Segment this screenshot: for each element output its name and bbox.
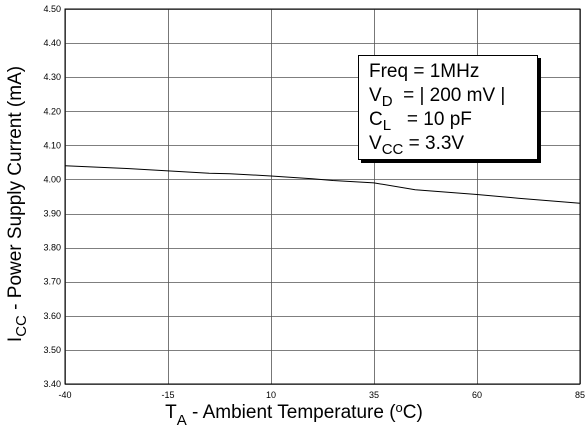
legend-cl-main: C	[369, 109, 383, 130]
y-tick-label-1: 3.50	[43, 345, 61, 355]
legend-vd-main: V	[369, 85, 382, 106]
legend-freq-text: Freq = 1MHz	[369, 61, 480, 82]
y-tick-label-11: 4.50	[43, 4, 61, 14]
legend-vd-rest: = | 200 mV |	[392, 85, 506, 106]
legend-line-freq: Freq = 1MHz	[369, 60, 537, 84]
legend-line-vcc: VCC = 3.3V	[369, 132, 537, 158]
x-tick-labels: -40 -15 10 35 60 85	[58, 390, 585, 400]
plot-frame	[64, 8, 581, 385]
y-axis-label-main: I	[5, 336, 26, 343]
legend-vcc-rest: = 3.3V	[403, 133, 465, 154]
x-axis-label-sub: A	[176, 412, 187, 429]
y-tick-label-10: 4.40	[43, 38, 61, 48]
x-axis-label-rest: - Ambient Temperature (	[186, 402, 396, 423]
legend-vd-sub: D	[381, 93, 393, 110]
x-tick-label-2: 10	[266, 390, 276, 400]
legend-vcc-sub: CC	[381, 141, 404, 158]
x-axis-label: TA - Ambient Temperature (oC)	[0, 400, 588, 428]
x-tick-label-5: 85	[575, 390, 585, 400]
x-tick-label-0: -40	[58, 390, 71, 400]
x-axis-label-main: T	[165, 402, 177, 423]
series-group	[64, 165, 581, 204]
x-axis-label-end: C)	[402, 402, 423, 423]
y-tick-label-4: 3.80	[43, 243, 61, 253]
legend-line-vd: VD = | 200 mV |	[369, 84, 537, 110]
x-tick-label-4: 60	[472, 390, 482, 400]
y-tick-label-6: 4.00	[43, 174, 61, 184]
y-tick-label-3: 3.70	[43, 277, 61, 287]
legend-box: Freq = 1MHz VD = | 200 mV | CL = 10 pF V…	[358, 55, 538, 160]
y-tick-label-5: 3.90	[43, 209, 61, 219]
legend-cl-rest: = 10 pF	[391, 109, 472, 130]
y-tick-labels: 3.40 3.50 3.60 3.70 3.80 3.90 4.00 4.10 4.20 4.30…	[43, 4, 61, 389]
legend-vcc-main: V	[369, 133, 382, 154]
x-tick-label-3: 35	[369, 390, 379, 400]
y-tick-label-7: 4.10	[43, 140, 61, 150]
legend-cl-sub: L	[382, 117, 392, 134]
y-tick-label-0: 3.40	[43, 379, 61, 389]
y-axis-label-sub: CC	[13, 315, 30, 337]
y-tick-label-9: 4.30	[43, 72, 61, 82]
x-tick-label-1: -15	[161, 390, 174, 400]
legend-line-cl: CL = 10 pF	[369, 108, 537, 134]
x-axis-label-sup: o	[395, 400, 403, 415]
series-line-0	[64, 165, 581, 204]
y-axis-label-rest: - Power Supply Current (mA)	[5, 65, 26, 316]
y-tick-label-8: 4.20	[43, 106, 61, 116]
y-tick-label-2: 3.60	[43, 311, 61, 321]
